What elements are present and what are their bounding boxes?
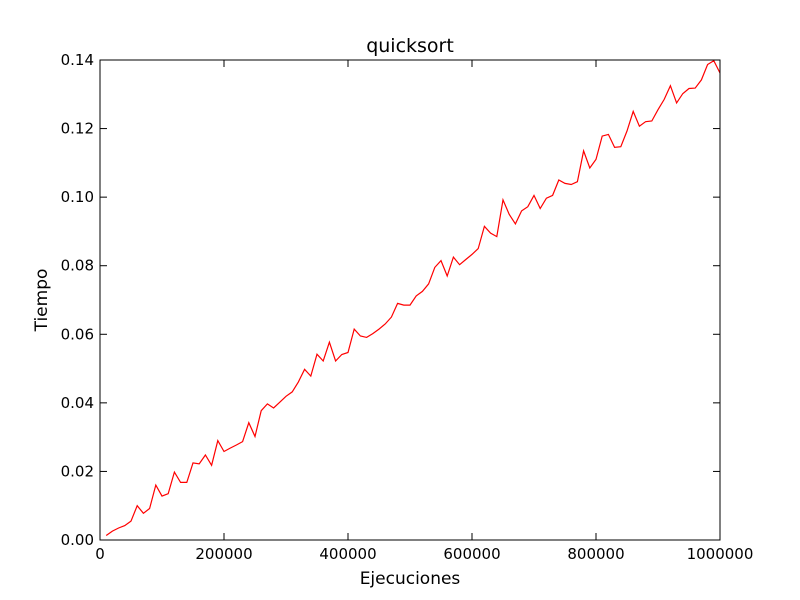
series-layer [105,59,721,536]
y-tick-label: 0.04 [61,394,94,412]
x-tick-label: 200000 [195,545,252,563]
y-tick-label: 0.08 [61,257,94,275]
series-line [105,59,721,536]
y-tick-label: 0.14 [61,51,94,69]
y-tick-label: 0.02 [61,462,94,480]
y-tick-label: 0.00 [61,531,94,549]
chart-title: quicksort [366,35,454,57]
plot-frame [99,59,721,541]
x-tick-label: 800000 [567,545,624,563]
x-tick-label: 600000 [443,545,500,563]
x-axis-title: Ejecuciones [360,569,461,589]
y-tick-label: 0.06 [61,325,94,343]
x-tick-label: 1000000 [687,545,754,563]
y-axis-title: Tiempo [32,269,52,333]
ticks-layer: 0 200000 400000 600000 800000 1000000 0.00 0.02… [61,51,754,563]
x-tick-label: 400000 [319,545,376,563]
x-tick-label: 0 [95,545,105,563]
y-tick-label: 0.10 [61,188,94,206]
y-tick-label: 0.12 [61,120,94,138]
